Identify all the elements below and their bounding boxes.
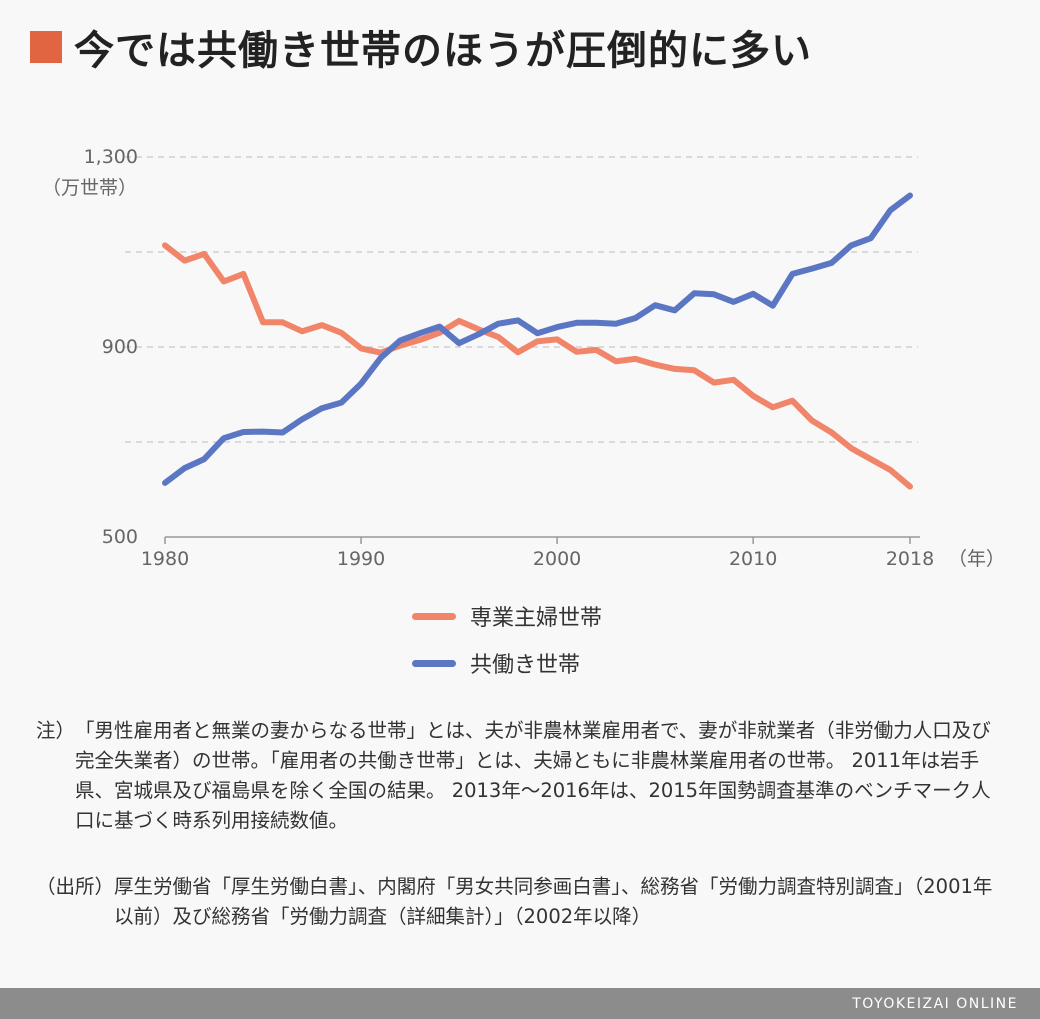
footer-brand: TOYOKEIZAI ONLINE [0,988,1040,1019]
legend-label-housewife: 専業主婦世帯 [470,606,603,631]
note-text: 「男性雇用者と無業の妻からなる世帯」とは、夫が非農林業雇用者で、妻が非就業者（非… [75,719,991,832]
chart-title: 今では共働き世帯のほうが圧倒的に多い [30,18,812,76]
gridlines [125,156,918,443]
series-line-dual-income [162,192,913,486]
note-block: 注） 「男性雇用者と無業の妻からなる世帯」とは、夫が非農林業雇用者で、妻が非就業… [36,716,996,836]
y-tick-label: 900 [102,336,138,358]
title-marker [30,31,62,63]
legend-item-housewife: 専業主婦世帯 [412,600,602,632]
source-text: 厚生労働省「厚生労働白書」、内閣府「男女共同参画白書」、総務省「労働力調査特別調… [114,875,993,928]
legend-swatch-housewife [412,612,456,620]
x-tick-label: 2018 [886,548,934,570]
x-tick-label: 2010 [729,548,777,570]
y-tick-label: 500 [102,526,138,548]
legend-label-dual-income: 共働き世帯 [470,653,581,678]
axes [164,536,920,544]
legend-swatch-dual-income [412,659,456,667]
y-axis-unit: （万世帯） [42,177,137,199]
series-line-housewife [162,242,913,490]
x-tick-label: 2000 [533,548,581,570]
y-tick-label: 1,300 [84,146,138,168]
x-axis-unit: （年） [948,548,1005,570]
line-chart: 1980 1990 2000 2010 2018 （年） 500 900 1,300 （万世帯） [42,146,1005,570]
title-text: 今では共働き世帯のほうが圧倒的に多い [74,28,812,74]
legend-item-dual-income: 共働き世帯 [412,647,580,679]
source-head: （出所） [36,875,115,898]
notes: 注） 「男性雇用者と無業の妻からなる世帯」とは、夫が非農林業雇用者で、妻が非就業… [36,716,996,932]
source-block: （出所） 厚生労働省「厚生労働白書」、内閣府「男女共同参画白書」、総務省「労働力… [36,872,996,932]
x-tick-label: 1990 [337,548,385,570]
note-head: 注） [36,719,76,742]
series-lines [162,192,913,490]
x-tick-label: 1980 [141,548,189,570]
tick-labels: 1980 1990 2000 2010 2018 （年） 500 900 1,300 （万世帯） [42,146,1005,570]
